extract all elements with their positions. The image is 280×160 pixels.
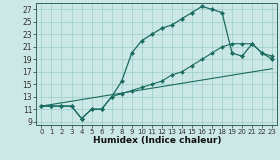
- X-axis label: Humidex (Indice chaleur): Humidex (Indice chaleur): [93, 136, 221, 145]
